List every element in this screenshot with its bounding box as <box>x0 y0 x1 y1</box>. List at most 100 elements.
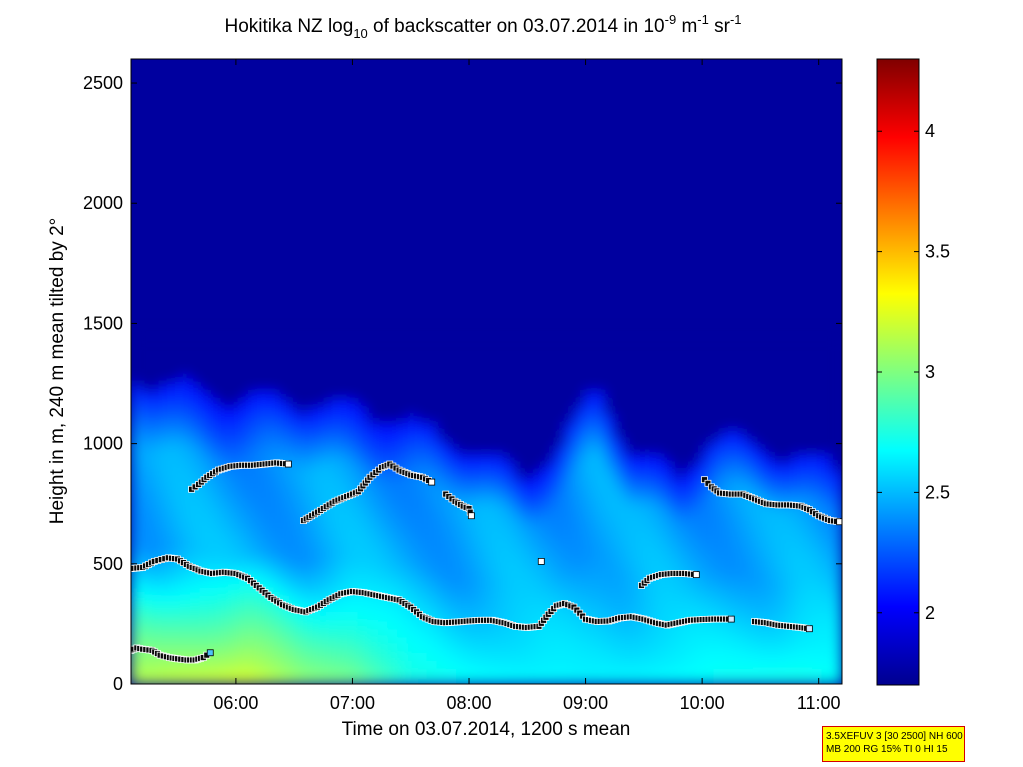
heat-cell <box>811 445 823 455</box>
heat-cell <box>160 635 172 645</box>
heat-cell <box>219 429 231 440</box>
heat-cell <box>189 548 201 558</box>
heat-cell <box>239 437 251 447</box>
heat-cell <box>150 604 162 614</box>
heat-cell <box>594 588 606 598</box>
heat-cell <box>713 358 725 368</box>
heat-cell <box>515 485 527 495</box>
heat-cell <box>466 548 478 558</box>
heat-cell <box>219 453 231 463</box>
heat-cell <box>485 620 497 630</box>
heat-cell <box>298 406 310 416</box>
heat-cell <box>298 675 310 684</box>
heat-cell <box>772 604 784 614</box>
heat-cell <box>248 620 260 630</box>
heat-cell <box>495 612 507 622</box>
heat-cell <box>446 382 458 392</box>
heat-cell <box>673 604 685 614</box>
heat-cell <box>150 596 162 606</box>
heat-cell <box>466 334 478 344</box>
heat-cell <box>525 366 537 376</box>
heat-cell <box>742 620 754 630</box>
heat-cell <box>505 612 517 622</box>
heat-cell <box>416 461 428 471</box>
heat-cell <box>515 643 527 653</box>
heat-cell <box>347 334 359 344</box>
heat-cell <box>239 501 251 511</box>
heat-cell <box>574 556 586 566</box>
heat-cell <box>140 501 152 511</box>
heat-cell <box>811 485 823 495</box>
heat-cell <box>594 572 606 582</box>
heat-cell <box>347 635 359 645</box>
heat-cell <box>693 358 705 368</box>
heat-cell <box>318 635 330 645</box>
heat-cell <box>604 382 616 392</box>
heat-cell <box>347 390 359 400</box>
heat-cell <box>525 390 537 400</box>
heat-cell <box>564 350 576 360</box>
heat-cell <box>308 477 320 487</box>
heat-cell <box>337 421 349 432</box>
heat-cell <box>367 493 379 503</box>
heat-cell <box>466 485 478 495</box>
heat-cell <box>653 580 665 590</box>
heat-cell <box>140 588 152 598</box>
heat-cell <box>495 398 507 408</box>
heat-cell <box>643 382 655 392</box>
heat-cell <box>219 421 231 432</box>
heat-cell <box>150 421 162 432</box>
heat-cell <box>722 675 734 684</box>
heat-cell <box>703 556 715 566</box>
heat-cell <box>327 604 339 614</box>
heat-cell <box>288 532 300 543</box>
heat-cell <box>831 627 842 638</box>
heat-cell <box>535 406 547 416</box>
heat-cell <box>713 604 725 614</box>
heat-cell <box>821 334 833 344</box>
heat-cell <box>179 517 191 527</box>
heat-cell <box>505 461 517 471</box>
heat-cell <box>436 366 448 376</box>
heat-cell <box>624 374 636 384</box>
heat-cell <box>229 350 241 360</box>
heat-cell <box>713 366 725 376</box>
heat-cell <box>663 509 675 519</box>
heat-cell <box>189 429 201 440</box>
heat-cell <box>446 485 458 495</box>
heat-cell <box>337 580 349 590</box>
heat-cell <box>782 596 794 606</box>
heat-cell <box>535 414 547 424</box>
heat-cell <box>131 437 142 447</box>
heat-cell <box>762 580 774 590</box>
heat-cell <box>466 596 478 606</box>
heat-cell <box>505 572 517 582</box>
heat-cell <box>732 398 744 408</box>
heat-cell <box>485 643 497 653</box>
heat-cell <box>742 635 754 645</box>
heat-cell <box>545 421 557 432</box>
heat-cell <box>713 342 725 352</box>
heat-cell <box>555 374 567 384</box>
heat-cell <box>268 532 280 543</box>
heat-cell <box>248 524 260 535</box>
heat-cell <box>792 524 804 535</box>
heat-cell <box>189 627 201 638</box>
heat-cell <box>653 596 665 606</box>
heat-cell <box>594 517 606 527</box>
heat-cell <box>604 342 616 352</box>
heat-cell <box>634 604 646 614</box>
heat-cell <box>426 406 438 416</box>
heat-cell <box>821 382 833 392</box>
heat-cell <box>436 635 448 645</box>
heat-cell <box>653 429 665 440</box>
heat-cell <box>505 564 517 574</box>
heat-cell <box>604 469 616 479</box>
heat-cell <box>693 620 705 630</box>
heat-cell <box>367 414 379 424</box>
heat-cell <box>367 580 379 590</box>
heat-cell <box>505 350 517 360</box>
heat-cell <box>792 429 804 440</box>
heat-cell <box>456 564 468 574</box>
